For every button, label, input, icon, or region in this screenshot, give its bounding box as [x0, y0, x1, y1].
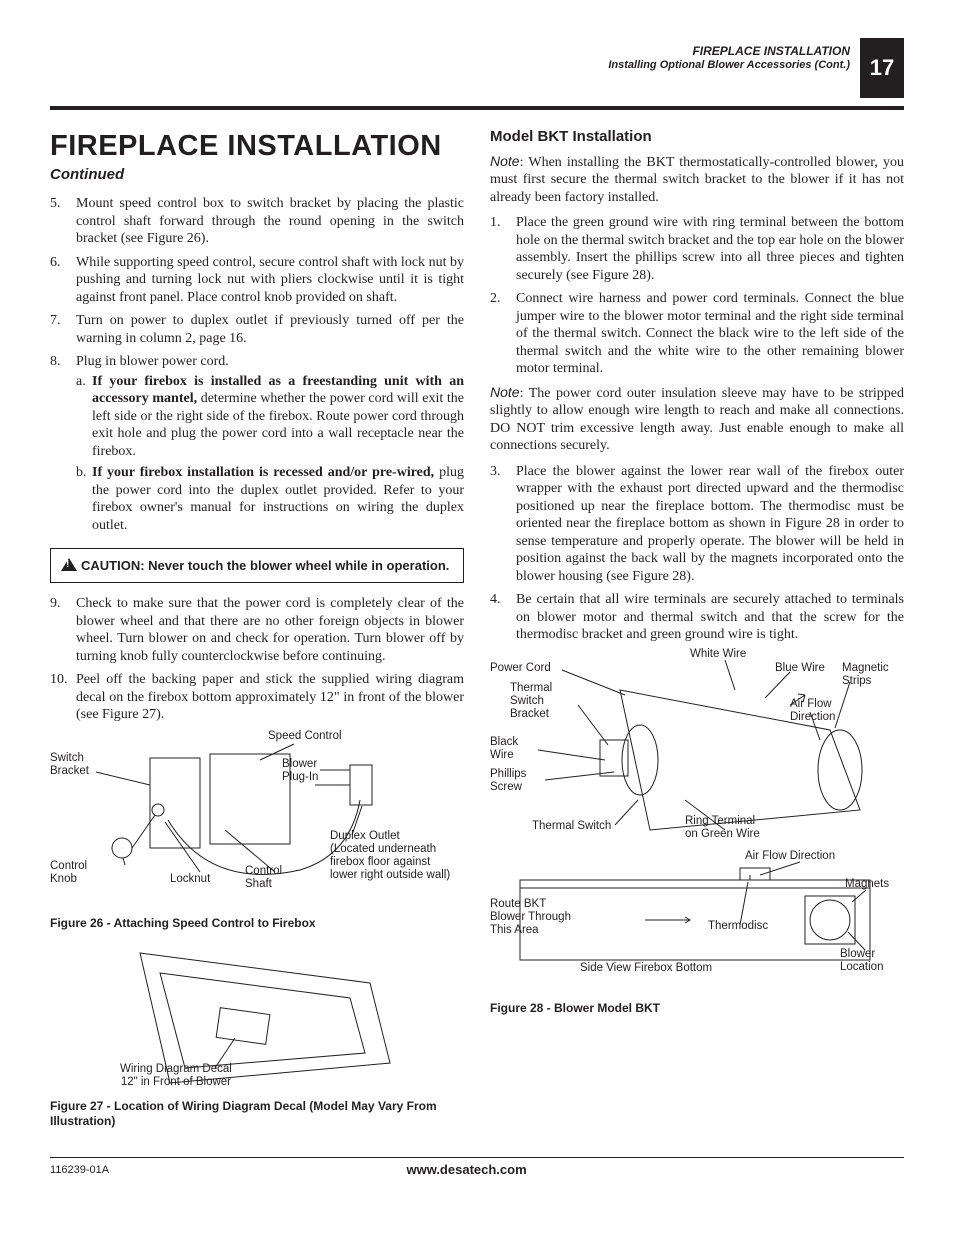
left-column: FIREPLACE INSTALLATION Continued 5. Moun…: [50, 128, 464, 1141]
item-number: 9.: [50, 595, 76, 665]
item-number: 3.: [490, 463, 516, 586]
note-text: : When installing the BKT thermostatical…: [490, 155, 904, 205]
content-columns: FIREPLACE INSTALLATION Continued 5. Moun…: [50, 128, 904, 1141]
label-locknut: Locknut: [170, 873, 210, 886]
list-item: 1. Place the green ground wire with ring…: [490, 214, 904, 284]
figure-28-diagram: Power Cord White Wire Blue Wire Magnetic…: [490, 650, 904, 995]
warning-icon: [61, 558, 77, 571]
label-ring-terminal: Ring Terminal on Green Wire: [685, 815, 760, 841]
figure-26-diagram: Switch Bracket Speed Control Blower Plug…: [50, 730, 464, 910]
label-speed-control: Speed Control: [268, 730, 342, 743]
header-rule: [50, 106, 904, 110]
footer-doc-id: 116239-01A: [50, 1164, 109, 1178]
label-power-cord: Power Cord: [490, 662, 551, 675]
label-magnetic-strips: Magnetic Strips: [842, 662, 889, 688]
header-title: FIREPLACE INSTALLATION: [692, 44, 850, 58]
list-item: 10. Peel off the backing paper and stick…: [50, 671, 464, 724]
sub-letter: a.: [76, 373, 92, 461]
label-black-wire: Black Wire: [490, 736, 518, 762]
item-body: Place the blower against the lower rear …: [516, 463, 904, 586]
left-list: 5. Mount speed control box to switch bra…: [50, 195, 464, 538]
label-thermal-switch-bracket: Thermal Switch Bracket: [510, 682, 552, 722]
sub-list: a. If your firebox is installed as a fre…: [76, 373, 464, 535]
note-paragraph-2: Note: The power cord outer insulation sl…: [490, 384, 904, 455]
figure-27-svg: [50, 943, 464, 1093]
caution-box: CAUTION: Never touch the blower wheel wh…: [50, 548, 464, 583]
sub-bold: If your firebox installation is recessed…: [92, 465, 434, 480]
label-thermodisc: Thermodisc: [708, 920, 768, 933]
label-thermal-switch: Thermal Switch: [532, 820, 611, 833]
sub-item: a. If your firebox is installed as a fre…: [76, 373, 464, 461]
item-number: 8.: [50, 353, 76, 538]
sub-body: If your firebox installation is recessed…: [92, 464, 464, 534]
item-body: While supporting speed control, secure c…: [76, 254, 464, 307]
sub-item: b. If your firebox installation is reces…: [76, 464, 464, 534]
list-item: 3. Place the blower against the lower re…: [490, 463, 904, 586]
main-title: FIREPLACE INSTALLATION: [50, 128, 464, 164]
item-number: 1.: [490, 214, 516, 284]
right-list-a: 1. Place the green ground wire with ring…: [490, 214, 904, 378]
item-body: Turn on power to duplex outlet if previo…: [76, 312, 464, 347]
item-body: Peel off the backing paper and stick the…: [76, 671, 464, 724]
right-list-b: 3. Place the blower against the lower re…: [490, 463, 904, 644]
list-item: 7. Turn on power to duplex outlet if pre…: [50, 312, 464, 347]
page-number: 17: [870, 54, 894, 82]
item-body: Plug in blower power cord. a. If your fi…: [76, 353, 464, 538]
header-subtitle: Installing Optional Blower Accessories (…: [608, 59, 850, 73]
item-number: 7.: [50, 312, 76, 347]
header-text: FIREPLACE INSTALLATION Installing Option…: [608, 38, 850, 73]
item-leadtext: Plug in blower power cord.: [76, 354, 229, 369]
item-number: 10.: [50, 671, 76, 724]
figure-28-caption: Figure 28 - Blower Model BKT: [490, 1001, 904, 1016]
item-number: 4.: [490, 591, 516, 644]
list-item: 4. Be certain that all wire terminals ar…: [490, 591, 904, 644]
item-number: 2.: [490, 290, 516, 378]
list-item: 2. Connect wire harness and power cord t…: [490, 290, 904, 378]
note-label: Note: [490, 384, 520, 400]
left-list-cont: 9. Check to make sure that the power cor…: [50, 595, 464, 724]
list-item: 8. Plug in blower power cord. a. If your…: [50, 353, 464, 538]
label-phillips-screw: Phillips Screw: [490, 768, 526, 794]
list-item: 6. While supporting speed control, secur…: [50, 254, 464, 307]
item-body: Check to make sure that the power cord i…: [76, 595, 464, 665]
label-control-knob: Control Knob: [50, 860, 87, 886]
item-body: Be certain that all wire terminals are s…: [516, 591, 904, 644]
label-blower-location: Blower Location: [840, 948, 883, 974]
note-paragraph-1: Note: When installing the BKT thermostat…: [490, 153, 904, 207]
item-body: Connect wire harness and power cord term…: [516, 290, 904, 378]
right-column: Model BKT Installation Note: When instal…: [490, 128, 904, 1141]
page-footer: 116239-01A www.desatech.com: [50, 1157, 904, 1178]
label-duplex-outlet: Duplex Outlet (Located underneath firebo…: [330, 830, 450, 883]
label-side-view: Side View Firebox Bottom: [580, 962, 712, 975]
label-route-bkt: Route BKT Blower Through This Area: [490, 898, 571, 938]
item-body: Place the green ground wire with ring te…: [516, 214, 904, 284]
list-item: 5. Mount speed control box to switch bra…: [50, 195, 464, 248]
label-switch-bracket: Switch Bracket: [50, 752, 89, 778]
section-head-bkt: Model BKT Installation: [490, 128, 904, 147]
item-body: Mount speed control box to switch bracke…: [76, 195, 464, 248]
note-label: Note: [490, 153, 520, 169]
continued-label: Continued: [50, 166, 464, 185]
label-white-wire: White Wire: [690, 648, 746, 661]
sub-body: If your firebox is installed as a freest…: [92, 373, 464, 461]
label-control-shaft: Control Shaft: [245, 865, 282, 891]
item-number: 6.: [50, 254, 76, 307]
label-blower-plugin: Blower Plug-In: [282, 758, 318, 784]
label-air-flow-2: Air Flow Direction: [745, 850, 835, 863]
page-header: FIREPLACE INSTALLATION Installing Option…: [50, 38, 904, 98]
page-number-box: 17: [860, 38, 904, 98]
label-blue-wire: Blue Wire: [775, 662, 825, 675]
figure-27-diagram: Wiring Diagram Decal 12" in Front of Blo…: [50, 943, 464, 1093]
caution-text: CAUTION: Never touch the blower wheel wh…: [81, 558, 449, 573]
list-item: 9. Check to make sure that the power cor…: [50, 595, 464, 665]
figure-27-caption: Figure 27 - Location of Wiring Diagram D…: [50, 1099, 464, 1129]
item-number: 5.: [50, 195, 76, 248]
footer-url: www.desatech.com: [109, 1162, 824, 1178]
label-wiring-decal: Wiring Diagram Decal 12" in Front of Blo…: [120, 1063, 232, 1089]
sub-letter: b.: [76, 464, 92, 534]
note-text: : The power cord outer insulation sleeve…: [490, 386, 904, 454]
label-magnets: Magnets: [845, 878, 889, 891]
label-air-flow: Air Flow Direction: [790, 698, 835, 724]
figure-26-caption: Figure 26 - Attaching Speed Control to F…: [50, 916, 464, 931]
